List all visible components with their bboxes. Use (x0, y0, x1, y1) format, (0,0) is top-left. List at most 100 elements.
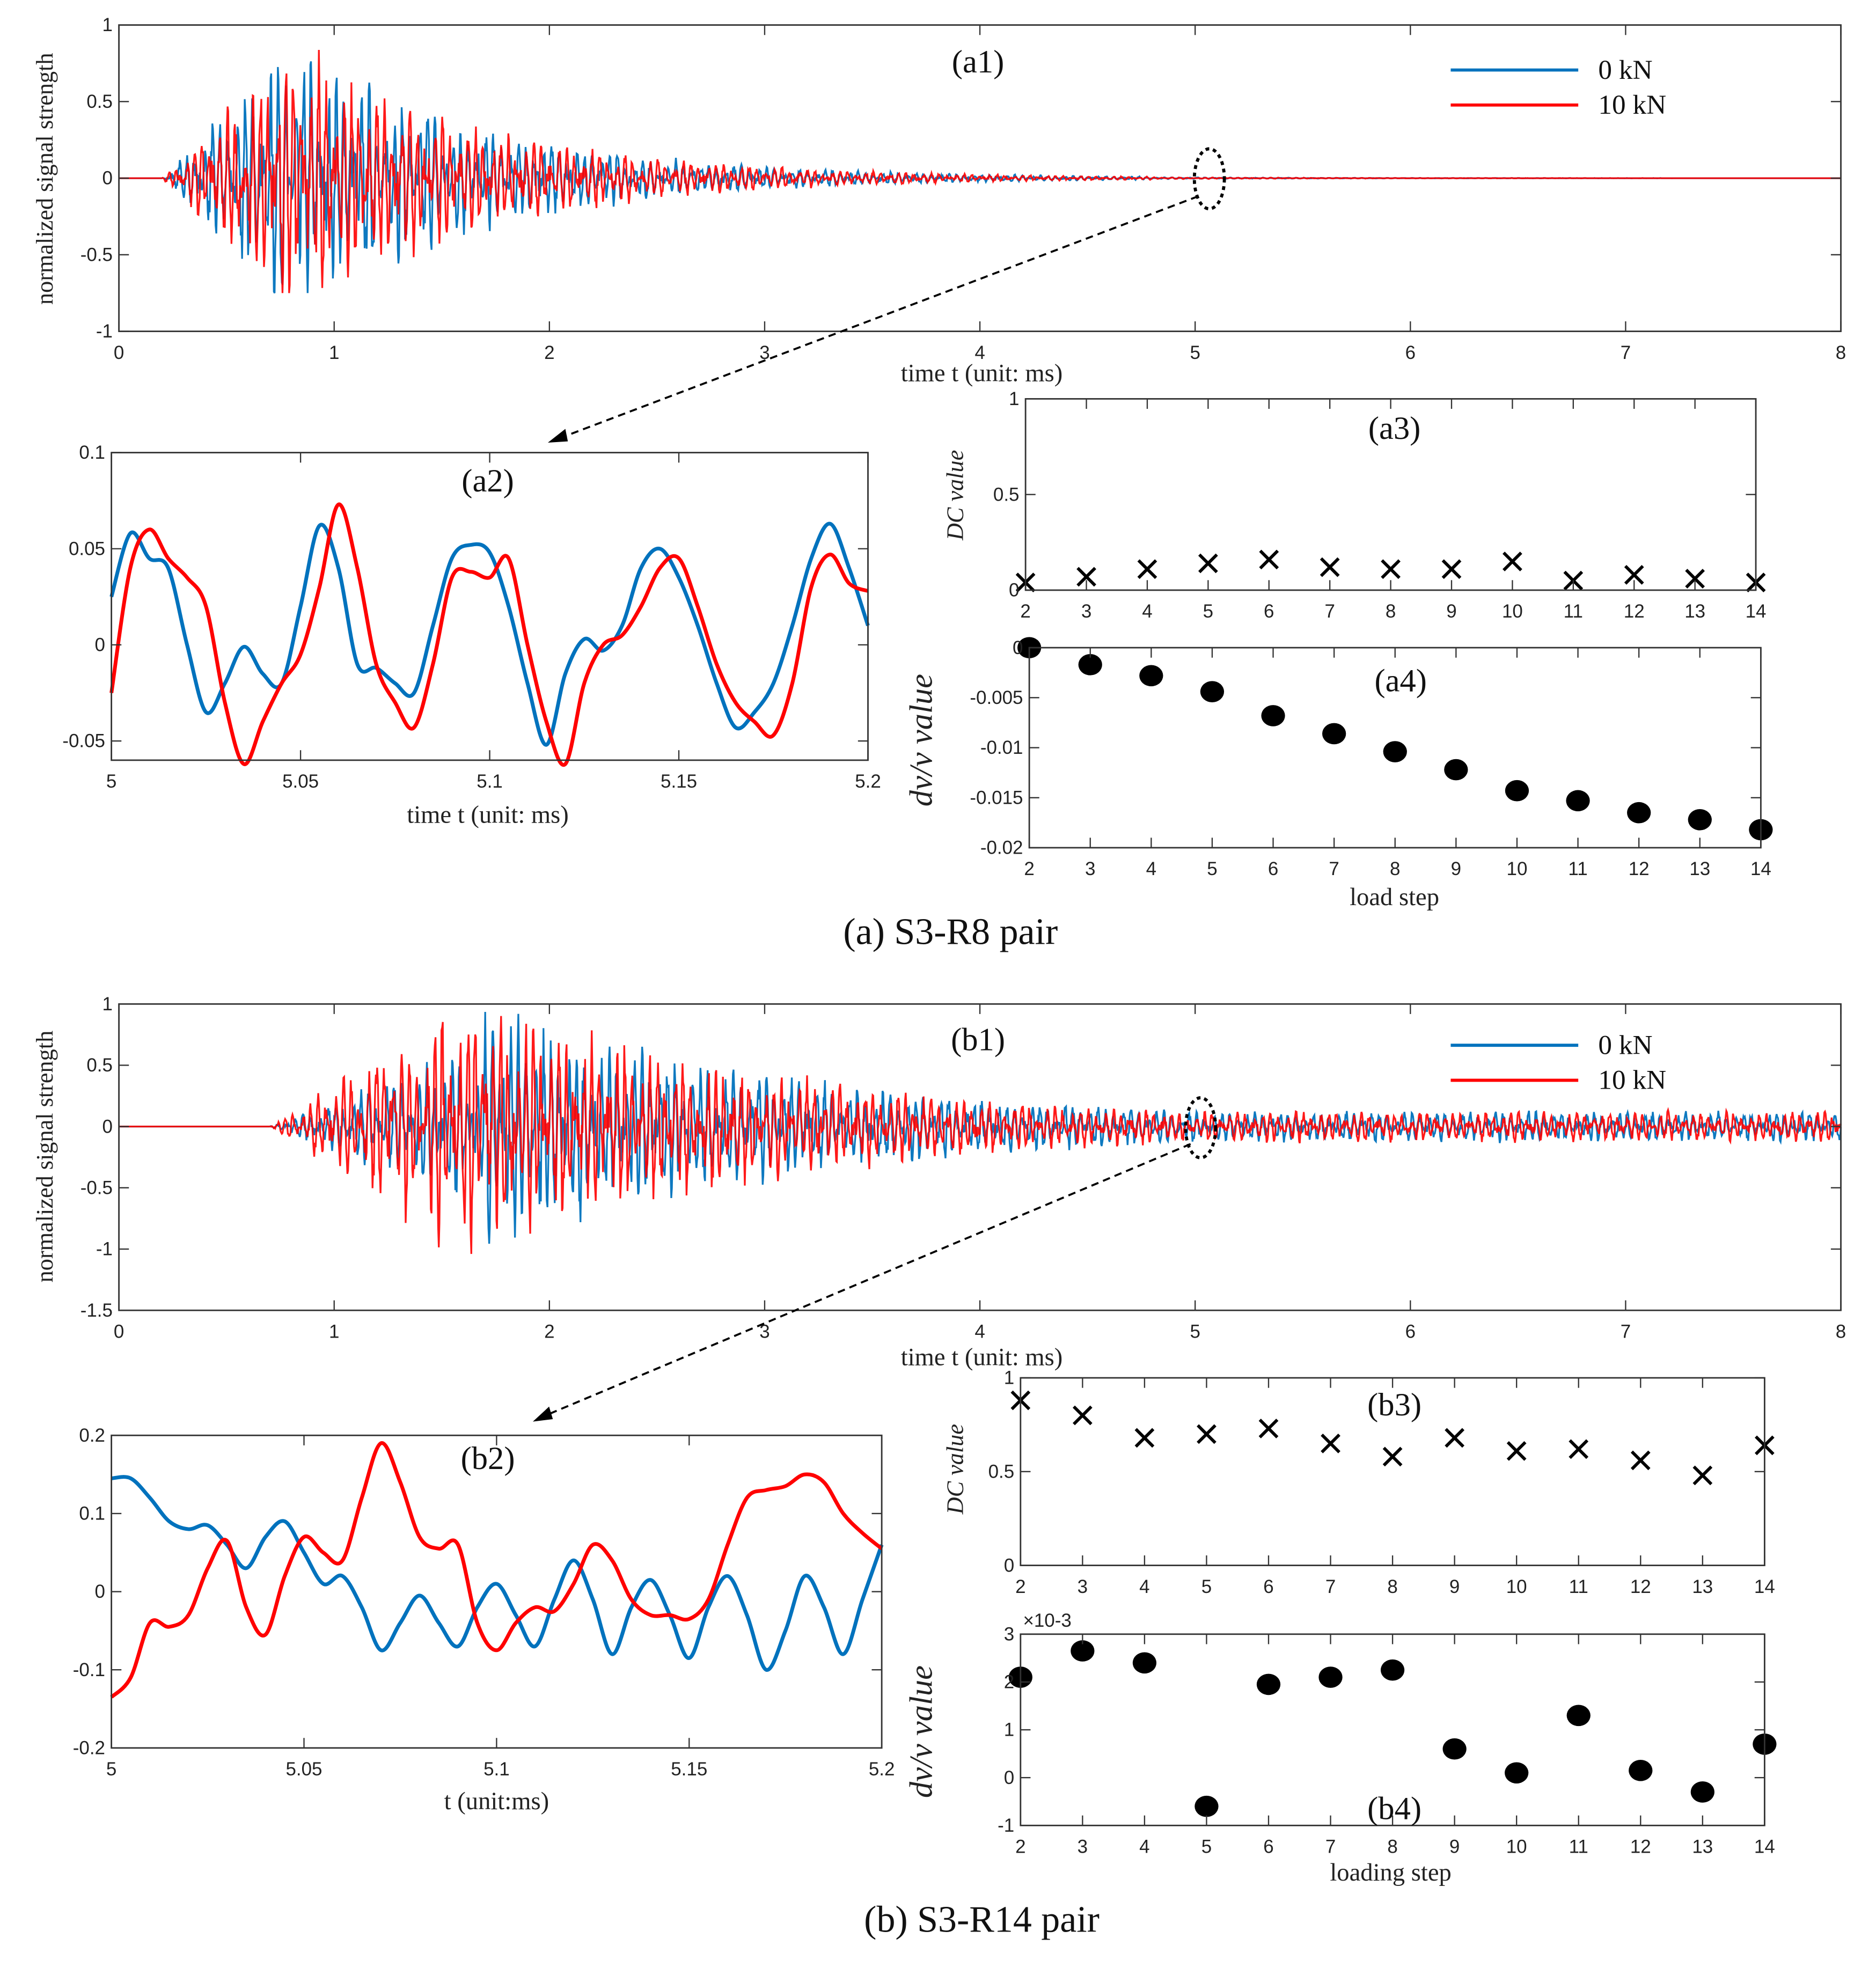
caption-b: (b) S3-R14 pair (864, 1899, 1100, 1940)
x-tick-label: 7 (1621, 1321, 1631, 1342)
y-tick-label: -0.01 (980, 737, 1023, 758)
y-tick-label: 0.5 (86, 1055, 113, 1076)
y-tick-label: 0.1 (79, 1503, 105, 1524)
x-tick-label: 6 (1263, 1576, 1273, 1597)
y-tick-label: 1 (1004, 1368, 1014, 1389)
zoom-arrow-a (557, 195, 1199, 440)
axes-frame (111, 1434, 883, 1749)
y-tick-label: 1 (102, 994, 113, 1015)
x-tick-label: 8 (1386, 601, 1396, 622)
y-tick-label: -1 (96, 1239, 113, 1260)
x-tick-label: 13 (1684, 601, 1705, 622)
dot-marker-step-4 (1132, 1652, 1157, 1674)
panel-title: (a3) (1368, 410, 1421, 446)
series-line-10kN (119, 1016, 1842, 1254)
dot-marker-step-7 (1322, 723, 1346, 745)
x-tick-label: 1 (329, 1321, 339, 1342)
x-tick-label: 14 (1754, 1576, 1775, 1597)
y-tick-label: 3 (1004, 1624, 1014, 1644)
dot-marker-step-4 (1139, 665, 1163, 687)
zoom-annotations (532, 147, 1226, 1422)
x-tick-label: 5 (1190, 1321, 1200, 1342)
dot-marker-step-10 (1505, 780, 1529, 802)
chart-a1: 0 1 2 3 4 5 6 7 8 -1 -0.5 0 0.5 1 (a1) time t (unit: ms… (32, 14, 1846, 387)
y-tick-label: 1 (1004, 1720, 1014, 1741)
x-tick-label: 4 (1139, 1576, 1149, 1597)
y-tick-label: 0 (95, 635, 105, 656)
legend-a1: 0 kN 10 kN (1450, 55, 1666, 120)
chart-a4: 2 3 4 5 6 7 8 9 10 11 12 13 14 -0.02 -0.015 -0.01 -0.005… (903, 637, 1773, 911)
dot-marker-step-11 (1566, 790, 1590, 812)
x-tick-label: 2 (1024, 858, 1034, 879)
x-marker-step-5 (1197, 1424, 1217, 1444)
dot-marker-step-11 (1566, 1705, 1591, 1727)
x-tick-label: 5 (1201, 1837, 1212, 1857)
x-tick-label: 12 (1630, 1837, 1651, 1857)
dot-marker-step-6 (1256, 1673, 1281, 1695)
x-tick-label: 7 (1325, 1837, 1336, 1857)
x-tick-label: 2 (1015, 1837, 1025, 1857)
dot-marker-step-8 (1380, 1659, 1405, 1681)
dot-marker-step-9 (1442, 1738, 1467, 1760)
x-tick-label: 5 (1190, 342, 1200, 363)
x-marker-step-9 (1445, 1428, 1465, 1448)
y-tick-label: 0.5 (988, 1461, 1015, 1482)
x-tick-label: 12 (1630, 1576, 1651, 1597)
zoom-ellipse-b1 (1184, 1096, 1218, 1159)
x-tick-label: 12 (1629, 858, 1650, 879)
x-marker-step-3 (1076, 567, 1096, 587)
x-tick-label: 5 (106, 1759, 116, 1780)
y-tick-label: -0.5 (80, 244, 113, 265)
x-tick-label: 8 (1836, 1321, 1846, 1342)
x-tick-label: 12 (1624, 601, 1645, 622)
x-tick-label: 3 (1078, 1576, 1088, 1597)
dot-marker-step-13 (1688, 809, 1712, 831)
panel-title: (b1) (951, 1022, 1005, 1058)
dot-marker-step-3 (1071, 1640, 1095, 1662)
panel-title: (b2) (461, 1441, 515, 1477)
x-marker-step-3 (1072, 1405, 1093, 1426)
arrowhead-b (532, 1406, 553, 1422)
x-tick-label: 10 (1507, 858, 1528, 879)
y-axis-label: normalized signal strength (32, 53, 58, 305)
x-axis-label: t (unit:ms) (444, 1787, 549, 1815)
x-marker-step-7 (1320, 557, 1340, 577)
legend-b1: 0 kN 10 kN (1450, 1030, 1666, 1096)
x-tick-label: 13 (1692, 1576, 1713, 1597)
x-tick-label: 11 (1569, 1576, 1588, 1597)
x-tick-label: 5.2 (855, 771, 881, 792)
y-tick-label: 0 (1013, 637, 1023, 658)
x-marker-step-6 (1259, 549, 1279, 570)
y-tick-label: 0 (102, 168, 113, 189)
y-tick-label: 0.05 (69, 538, 105, 559)
chart-b2: 5 5.05 5.1 5.15 5.2 -0.2 -0.1 0 0.1 0.2 (b2) t (uni… (73, 1425, 895, 1815)
dot-marker-step-7 (1318, 1666, 1343, 1688)
x-tick-label: 5.15 (671, 1759, 707, 1780)
series-line-10kN (109, 502, 869, 767)
x-axis-label: loading step (1330, 1859, 1451, 1886)
y-tick-label: -1.5 (80, 1300, 113, 1321)
x-tick-label: 5.05 (282, 771, 319, 792)
x-tick-label: 4 (974, 1321, 985, 1342)
y-tick-label: 0.1 (79, 442, 105, 463)
x-tick-label: 2 (544, 342, 554, 363)
x-tick-label: 1 (329, 342, 339, 363)
dot-marker-step-12 (1627, 802, 1651, 824)
x-tick-label: 4 (1142, 601, 1152, 622)
y-tick-label: 0 (102, 1116, 113, 1137)
legend-label-10kn: 10 kN (1598, 90, 1666, 120)
x-axis-label: time t (unit: ms) (901, 359, 1063, 387)
legend-label-0kn: 0 kN (1598, 1030, 1652, 1061)
x-tick-label: 11 (1564, 601, 1583, 622)
x-marker-step-9 (1441, 559, 1462, 579)
x-tick-label: 6 (1268, 858, 1278, 879)
x-axis-label: load step (1350, 883, 1439, 911)
dot-marker-step-3 (1078, 654, 1102, 675)
chart-a2: 5 5.05 5.1 5.15 5.2 -0.05 0 0.05 0.1 (a2) time t (… (62, 442, 881, 828)
x-marker-step-10 (1503, 552, 1522, 571)
x-marker-step-8 (1381, 559, 1401, 579)
x-tick-label: 5.1 (477, 771, 503, 792)
arrowhead-a (547, 429, 568, 443)
x-axis-label: time t (unit: ms) (407, 801, 569, 828)
